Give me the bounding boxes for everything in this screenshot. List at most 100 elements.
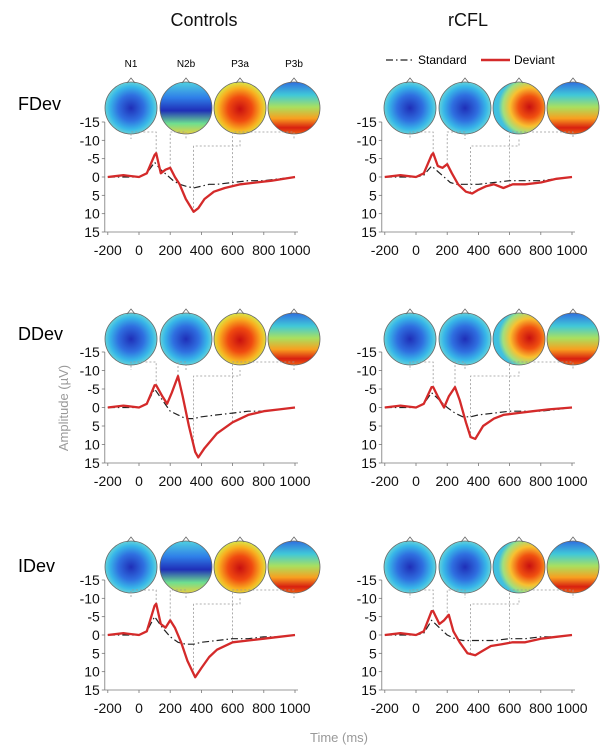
component-label-p3b: P3b [285,59,303,70]
standard-line [107,161,296,189]
y-tick-label: 15 [84,224,100,240]
topomap-nose [568,308,578,315]
component-connector [193,139,241,212]
topomap [104,312,158,366]
y-tick-label: 5 [92,187,100,203]
topomap [104,81,158,135]
y-tick-label: 5 [92,418,100,434]
topomap [383,312,437,366]
topomap-nose [181,536,191,543]
y-tick-label: 10 [84,664,100,680]
x-tick-label: 400 [190,473,214,489]
deviant-line [107,152,296,213]
x-tick-label: 600 [498,473,522,489]
x-tick-label: 0 [412,473,420,489]
component-connector [409,131,434,154]
component-connector [409,361,434,388]
topomap-nose [126,308,136,315]
topomap [492,81,546,135]
deviant-line [384,610,573,657]
y-tick-label: -10 [357,132,377,148]
topomap [159,312,213,366]
erp-panel-fdev-controls: -15 -10 -5 0 5 10 15 -200 0 200 400 600 800 1000 [80,77,321,258]
x-tick-label: 1000 [279,700,310,716]
component-connector [509,131,574,186]
x-tick-label: 1000 [556,473,587,489]
legend-deviant-label: Deviant [514,53,555,67]
y-tick-label: 15 [84,455,100,471]
y-tick-label: 5 [369,645,377,661]
x-tick-label: 200 [159,473,183,489]
topomap [438,81,492,135]
topomap-nose [405,308,415,315]
y-tick-label: 10 [84,206,100,222]
y-tick-label: -10 [357,590,377,606]
component-connector [232,131,295,187]
x-tick-label: 400 [467,242,491,258]
component-connector [232,361,295,423]
y-tick-label: 10 [361,206,377,222]
x-tick-label: 800 [529,473,553,489]
y-tick-label: -10 [80,590,100,606]
topomap-nose [460,77,470,84]
x-tick-label: -200 [371,242,399,258]
y-tick-label: 15 [361,682,377,698]
x-tick-label: 800 [252,700,276,716]
x-tick-label: 0 [135,473,143,489]
x-tick-label: 1000 [279,473,310,489]
topomap [104,540,158,594]
topomap [492,312,546,366]
y-tick-label: -15 [357,572,377,588]
y-tick-label: -10 [80,132,100,148]
topomap [546,312,600,366]
y-tick-label: 15 [84,682,100,698]
component-connector [130,131,157,154]
column-title-controls: Controls [170,10,237,30]
x-tick-label: 800 [252,242,276,258]
topomap [213,312,267,366]
x-tick-label: 600 [221,242,245,258]
y-tick-label: -15 [357,344,377,360]
topomap-nose [126,77,136,84]
y-tick-label: 15 [361,224,377,240]
x-tick-label: 600 [498,700,522,716]
x-tick-label: 600 [221,700,245,716]
x-tick-label: 1000 [279,242,310,258]
topomap-nose [235,77,245,84]
component-connector [446,131,466,165]
topomap [267,540,321,594]
component-connector [169,131,187,168]
y-tick-label: 5 [369,418,377,434]
topomap-nose [181,308,191,315]
y-tick-label: -15 [80,344,100,360]
y-tick-label: -10 [80,363,100,379]
erp-panel-idev-rcfl: -15 -10 -5 0 5 10 15 -200 0 200 400 600 800 1000 [357,536,600,716]
y-tick-label: 5 [92,645,100,661]
row-label-idev: IDev [18,556,55,576]
x-tick-label: -200 [371,700,399,716]
row-label-ddev: DDev [18,324,63,344]
topomap [213,540,267,594]
component-connector [509,361,574,415]
y-tick-label: 10 [361,437,377,453]
erp-panel-fdev-rcfl: -15 -10 -5 0 5 10 15 -200 0 200 400 600 800 1000 [357,77,600,258]
y-tick-label: -5 [364,381,377,397]
topomap [546,540,600,594]
topomap-nose [235,308,245,315]
component-connector [169,589,187,621]
topomap-nose [514,308,524,315]
x-tick-label: 800 [529,700,553,716]
x-tick-label: 200 [159,242,183,258]
component-connector [130,361,157,386]
component-label-n1: N1 [125,59,138,70]
component-connector [454,361,466,388]
component-label-n2b: N2b [177,59,196,70]
component-connector [193,370,241,446]
component-connector [446,589,466,617]
topomap-nose [235,536,245,543]
x-tick-label: -200 [94,242,122,258]
topomap-nose [460,308,470,315]
y-tick-label: -5 [364,151,377,167]
topomap [438,540,492,594]
topomap [383,540,437,594]
